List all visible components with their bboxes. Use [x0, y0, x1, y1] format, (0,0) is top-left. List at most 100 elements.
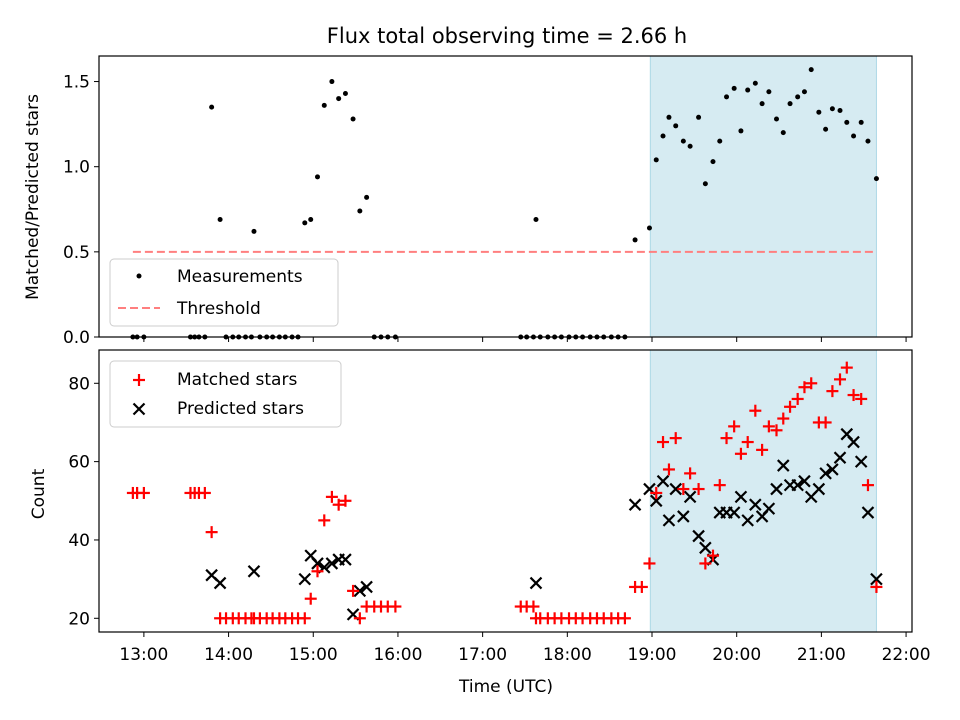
matched-star-point [713, 479, 726, 492]
matched-star-point [298, 612, 311, 625]
star-count-points [126, 361, 883, 625]
predicted-star-point [798, 474, 811, 488]
matched-star-point [728, 420, 741, 433]
x-tick-label: 17:00 [458, 645, 507, 665]
x-tick-label: 20:00 [712, 645, 761, 665]
top-legend-box [109, 258, 339, 327]
measurement-point [816, 109, 822, 115]
predicted-star-point [812, 482, 826, 496]
measurement-point [680, 138, 686, 144]
legend-predicted-label: Predicted stars [177, 399, 304, 419]
predicted-star-point [529, 576, 543, 590]
predicted-star-point [734, 490, 748, 504]
matched-star-point [325, 490, 338, 503]
matched-star-point [205, 526, 218, 539]
matched-star-point [834, 373, 847, 386]
predicted-star-point [628, 498, 642, 511]
matched-star-point [819, 416, 832, 429]
predicted-star-point [741, 514, 754, 527]
bottom-axes-frame [98, 349, 913, 633]
measurement-point [724, 94, 730, 100]
bottom-legend: Matched stars Predicted stars [109, 360, 342, 428]
top-y-tick-label: 0.0 [63, 328, 90, 348]
matched-star-point [706, 549, 719, 562]
matched-star-point [353, 612, 366, 625]
measurement-point [209, 104, 215, 110]
matched-star-point [198, 486, 211, 499]
legend-threshold-label: Threshold [176, 299, 261, 319]
bottom-y-tick-label: 40 [68, 531, 90, 551]
matched-star-point [861, 479, 874, 492]
measurement-point [858, 119, 864, 125]
legend-measurements-label: Measurements [177, 267, 303, 287]
legend-matched-marker [133, 374, 145, 386]
top-y-tick-label: 1.5 [63, 73, 90, 93]
matched-star-point [777, 412, 790, 425]
matched-star-point [770, 424, 783, 437]
measurement-point [251, 228, 257, 234]
matched-star-point [855, 392, 868, 405]
matched-star-point [840, 361, 853, 374]
measurement-point [774, 116, 779, 122]
measurement-point [357, 208, 363, 214]
matched-star-point [791, 392, 804, 405]
measurement-point [829, 106, 835, 112]
measurement-point [851, 133, 857, 139]
matched-star-point [650, 486, 663, 499]
measurement-point [844, 119, 850, 125]
measurement-point [873, 176, 879, 182]
chart-title: Flux total observing time = 2.66 h [327, 24, 687, 48]
matched-star-point [699, 557, 712, 570]
predicted-star-point [298, 572, 312, 586]
predicted-star-point [360, 580, 373, 594]
matched-star-point [826, 385, 839, 398]
measurement-point [632, 237, 638, 243]
predicted-star-point [870, 572, 883, 586]
measurement-point [837, 107, 843, 113]
x-tick-label: 22:00 [882, 645, 931, 665]
matched-star-point [734, 447, 747, 460]
measurement-point [731, 85, 737, 91]
measurement-point [787, 101, 793, 107]
measurement-point [710, 159, 716, 165]
measurement-point [702, 181, 708, 187]
matched-star-point [741, 436, 754, 449]
predicted-star-point [353, 584, 367, 598]
matched-star-point [677, 483, 690, 496]
matched-star-point [805, 377, 818, 390]
predicted-star-point [847, 435, 860, 449]
measurement-points [130, 67, 879, 340]
x-tick-label: 16:00 [373, 645, 422, 665]
bottom-y-tick-label: 80 [68, 374, 90, 394]
predicted-star-point [833, 451, 847, 464]
predicted-star-point [683, 490, 697, 504]
matched-star-point [798, 381, 811, 394]
legend-predicted-marker [132, 402, 146, 416]
measurement-point [696, 114, 702, 120]
measurement-point [687, 143, 693, 149]
bottom-legend-box [109, 360, 342, 428]
matched-star-point [643, 557, 656, 570]
predicted-star-point [762, 502, 776, 515]
matched-star-point [311, 565, 324, 578]
measurement-point [302, 220, 308, 226]
predicted-star-point [749, 498, 762, 511]
predicted-star-point [776, 459, 790, 472]
matched-star-point [669, 432, 682, 445]
top-x-ticks [143, 337, 907, 342]
measurement-point [342, 90, 348, 96]
measurement-point [350, 116, 356, 122]
matched-star-point [137, 486, 150, 499]
measurement-point [364, 194, 370, 200]
matched-star-point [692, 483, 705, 496]
matched-star-point [304, 592, 317, 605]
measurement-point [653, 157, 659, 163]
x-tick-label: 19:00 [628, 645, 677, 665]
predicted-star-point [770, 482, 783, 496]
x-tick-label: 21:00 [797, 645, 846, 665]
measurement-point [646, 225, 652, 231]
matched-star-point [870, 580, 883, 593]
x-tick-label: 18:00 [543, 645, 592, 665]
measurement-point [865, 138, 871, 144]
